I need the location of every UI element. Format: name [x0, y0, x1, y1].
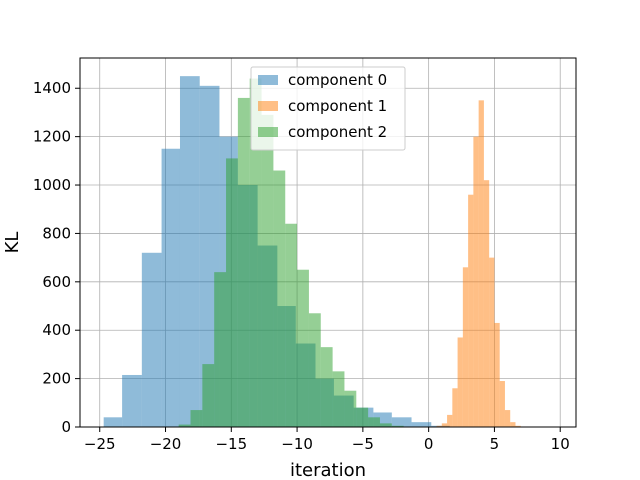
- y-tick-label: 1400: [33, 79, 71, 97]
- y-tick-label: 1000: [33, 176, 71, 194]
- histogram-bar: [510, 422, 516, 427]
- legend-swatch-component-0: [258, 75, 278, 85]
- histogram-bar: [202, 364, 215, 427]
- histogram-bar: [494, 322, 500, 427]
- histogram-bar: [391, 417, 412, 427]
- x-tick-label: −20: [150, 435, 182, 453]
- histogram-bar: [273, 170, 286, 427]
- histogram-bar: [515, 425, 521, 427]
- legend-swatch-component-2: [258, 127, 278, 137]
- x-tick-label: 10: [551, 435, 570, 453]
- x-tick-label: 5: [490, 435, 500, 453]
- legend-box: [250, 66, 406, 151]
- histogram-bar: [411, 422, 432, 427]
- x-tick-label: −15: [215, 435, 247, 453]
- histogram-bar: [297, 269, 309, 427]
- histogram-bar: [344, 390, 357, 427]
- histogram-bar: [447, 414, 453, 427]
- histogram-bar: [499, 381, 505, 427]
- legend-label-component-2: component 2: [288, 123, 387, 141]
- histogram-bar: [379, 423, 392, 427]
- y-tick-label: 800: [42, 224, 71, 242]
- histogram-bars: [103, 76, 521, 428]
- histogram-bar: [237, 97, 250, 427]
- histogram-bar: [391, 425, 404, 427]
- y-tick-label: 0: [61, 418, 71, 436]
- histogram-bar: [190, 410, 203, 427]
- legend-label-component-1: component 1: [288, 97, 387, 115]
- histogram-bar: [122, 374, 142, 427]
- histogram-bar: [462, 267, 469, 427]
- histogram-bar: [441, 423, 448, 427]
- histogram-bar: [141, 252, 162, 427]
- series-component-2: [178, 78, 416, 428]
- histogram-bar: [178, 424, 191, 427]
- x-tick-label: 0: [424, 435, 434, 453]
- x-tick-label: −5: [352, 435, 374, 453]
- histogram-bar: [161, 148, 180, 427]
- histogram-bar: [285, 223, 298, 427]
- legend: component 0 component 1 component 2: [250, 66, 406, 151]
- histogram-bar: [478, 100, 484, 427]
- series-component-1: [436, 100, 521, 427]
- x-tick-label: −10: [281, 435, 313, 453]
- histogram-bar: [249, 78, 262, 428]
- axis-ticks: −25 −20 −15 −10 −5 0 5 10 0 200 400 600 800 1000 1200 1…: [33, 79, 570, 453]
- histogram-bar: [504, 410, 511, 427]
- legend-swatch-component-1: [258, 101, 278, 111]
- histogram-bar: [473, 136, 479, 427]
- y-tick-label: 1200: [33, 128, 71, 146]
- x-tick-label: −25: [84, 435, 116, 453]
- histogram-bar: [103, 417, 123, 427]
- histogram-bar: [179, 76, 200, 428]
- histogram-bar: [452, 388, 458, 427]
- y-tick-label: 400: [42, 321, 71, 339]
- histogram-bar: [226, 158, 238, 428]
- histogram-bar: [308, 313, 321, 427]
- y-tick-label: 200: [42, 370, 71, 388]
- y-tick-label: 600: [42, 273, 71, 291]
- histogram-bar: [436, 425, 442, 427]
- histogram-bar: [457, 337, 463, 427]
- histogram-bar: [261, 114, 274, 427]
- histogram-bar: [214, 272, 227, 427]
- histogram-bar: [320, 347, 333, 427]
- legend-label-component-0: component 0: [288, 71, 387, 89]
- histogram-bar: [332, 371, 345, 427]
- x-axis-label: iteration: [290, 460, 366, 480]
- histogram-bar: [468, 194, 474, 427]
- histogram-bar: [368, 417, 380, 427]
- plot-frame: [79, 57, 577, 428]
- y-axis-label: KL: [2, 232, 23, 254]
- histogram-bar: [356, 407, 369, 427]
- histogram-bar: [489, 257, 495, 427]
- histogram-bar: [483, 180, 490, 427]
